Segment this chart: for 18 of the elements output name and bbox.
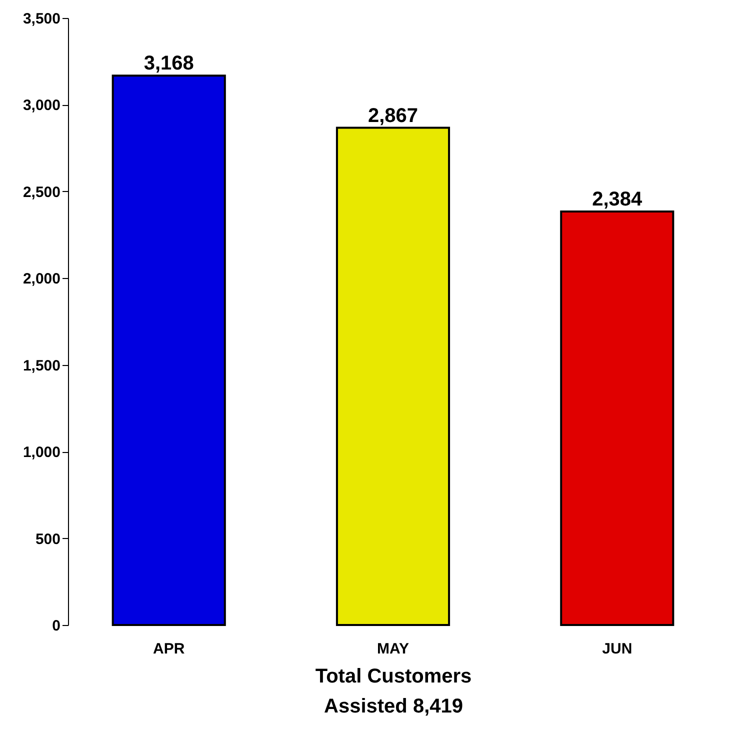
data-label: 2,867	[368, 104, 418, 127]
y-tick-label: 3,500	[22, 10, 60, 28]
y-tick-label: 500	[35, 530, 60, 548]
bar	[336, 126, 450, 626]
y-tick-label: 1,500	[22, 357, 60, 374]
y-tick-label: 2,500	[22, 184, 60, 201]
x-tick-label: JUN	[602, 640, 632, 658]
y-tick-label: 1,000	[22, 444, 60, 462]
y-tick-label: 3,000	[22, 97, 60, 114]
x-axis-title: Total Customers Assisted 8,419	[315, 666, 472, 718]
y-tick-label: 0	[52, 618, 60, 634]
data-label: 3,168	[144, 52, 194, 75]
x-tick-label: APR	[153, 640, 185, 658]
x-tick-label: MAY	[377, 640, 409, 658]
y-tick-label: 2,000	[22, 270, 60, 288]
bar	[112, 74, 226, 626]
data-label: 2,384	[592, 188, 644, 211]
bar	[560, 210, 674, 626]
